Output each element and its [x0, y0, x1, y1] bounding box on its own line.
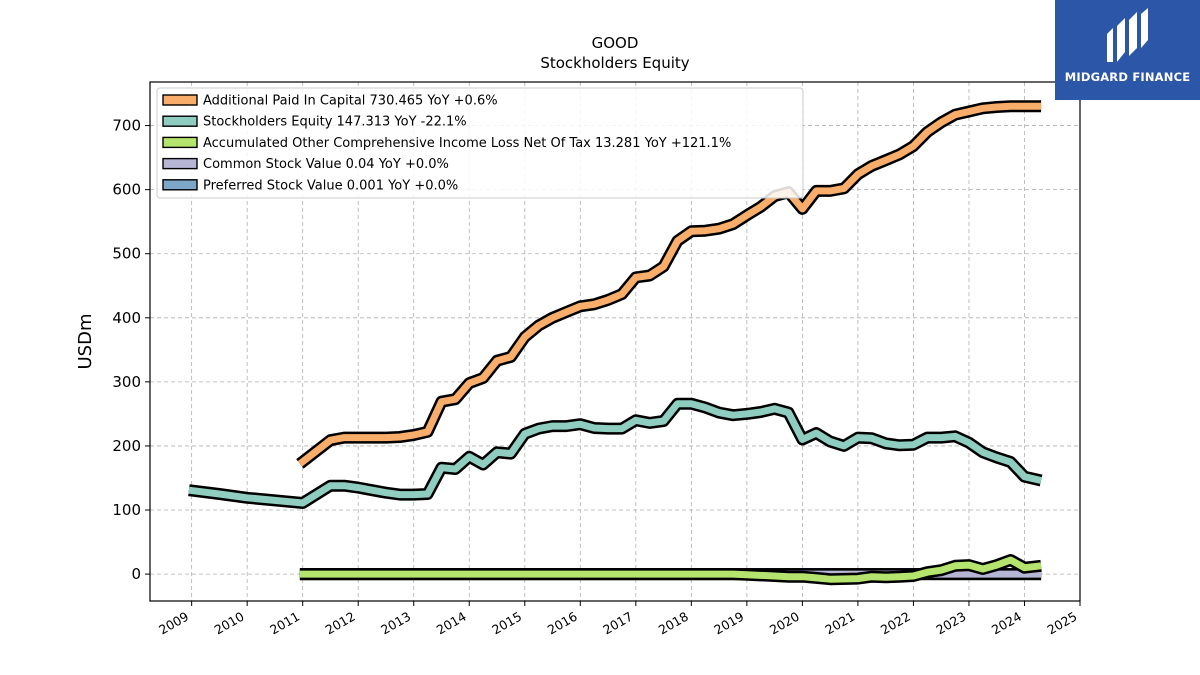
y-tick-label: 200	[112, 437, 141, 455]
series-line	[188, 397, 1043, 509]
x-tick-label: 2017	[600, 609, 635, 638]
y-tick-label: 100	[112, 501, 141, 519]
x-tick-label: 2011	[267, 609, 302, 638]
legend: Additional Paid In Capital 730.465 YoY +…	[156, 87, 804, 199]
brand-name: MIDGARD FINANCE	[1064, 70, 1191, 84]
legend-item: Common Stock Value 0.04 YoY +0.0%	[162, 157, 449, 172]
x-tick-label: 2012	[323, 609, 358, 638]
legend-item: Preferred Stock Value 0.001 YoY +0.0%	[162, 178, 458, 193]
x-tick-label: 2014	[434, 609, 469, 638]
y-tick-label: 0	[131, 565, 141, 583]
x-tick-label: 2025	[1044, 609, 1079, 638]
y-tick-label: 300	[112, 373, 141, 391]
y-axis-label: USDm	[75, 314, 96, 370]
x-tick-label: 2023	[933, 609, 968, 638]
legend-label: Common Stock Value 0.04 YoY +0.0%	[203, 157, 449, 172]
x-tick-label: 2022	[878, 609, 913, 638]
legend-box	[156, 87, 804, 199]
y-axis: 0 100 200 300 400 500 600 700	[112, 117, 150, 583]
legend-label: Stockholders Equity 147.313 YoY -22.1%	[203, 115, 467, 130]
legend-label: Additional Paid In Capital 730.465 YoY +…	[203, 94, 498, 109]
legend-item: Stockholders Equity 147.313 YoY -22.1%	[162, 115, 467, 130]
legend-swatch	[162, 115, 198, 127]
x-tick-label: 2020	[767, 609, 802, 638]
x-tick-label: 2018	[656, 609, 691, 638]
chart-title: GOOD	[592, 34, 639, 52]
brand-logo: MIDGARD FINANCE	[1055, 0, 1200, 100]
x-tick-label: 2019	[711, 609, 746, 638]
legend-label: Accumulated Other Comprehensive Income L…	[203, 136, 731, 151]
legend-swatch	[162, 179, 198, 191]
y-tick-label: 500	[112, 245, 141, 263]
legend-swatch	[162, 94, 198, 106]
plot-frame	[149, 81, 1081, 602]
legend-item: Accumulated Other Comprehensive Income L…	[162, 136, 731, 151]
x-tick-label: 2015	[489, 609, 524, 638]
series-line-fill	[188, 400, 1042, 507]
x-tick-label: 2013	[378, 609, 413, 638]
x-tick-label: 2010	[212, 609, 247, 638]
y-tick-label: 400	[112, 309, 141, 327]
series-line	[296, 100, 1042, 469]
series-line-fill	[299, 556, 1042, 583]
legend-swatch	[162, 157, 198, 170]
y-tick-label: 600	[112, 181, 141, 199]
x-tick-label: 2009	[156, 609, 191, 638]
legend-swatch	[162, 136, 198, 149]
y-tick-label: 700	[112, 117, 141, 135]
series-line-fill	[297, 102, 1042, 467]
series-line	[299, 554, 1042, 586]
x-tick-label: 2016	[545, 609, 580, 638]
chart-subtitle: Stockholders Equity	[540, 54, 689, 72]
legend-item: Additional Paid In Capital 730.465 YoY +…	[162, 94, 498, 109]
x-axis: 2009 2010 2011 2012 2013 2014 2015 2016 2017 2018…	[156, 601, 1081, 638]
legend-label: Preferred Stock Value 0.001 YoY +0.0%	[203, 178, 458, 193]
series-layer	[188, 100, 1043, 586]
midgard-logo-icon	[1107, 8, 1148, 62]
x-tick-label: 2021	[822, 609, 857, 638]
x-tick-label: 2024	[989, 609, 1024, 638]
